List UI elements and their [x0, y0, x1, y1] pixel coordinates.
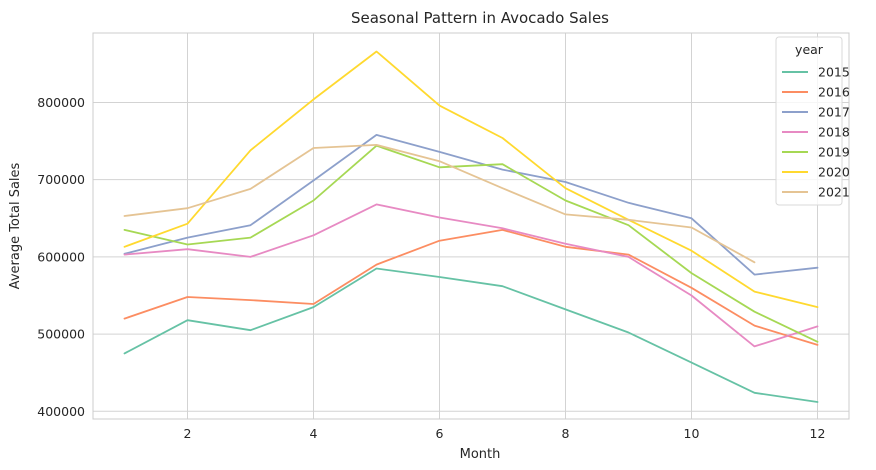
- x-tick-label: 6: [436, 426, 444, 441]
- x-tick-label: 10: [684, 426, 700, 441]
- legend-label-2016: 2016: [818, 85, 850, 100]
- x-tick-labels: 2 4 6 8 10 12: [184, 426, 826, 441]
- series-layer: [123, 50, 819, 403]
- y-tick-label: 700000: [37, 172, 85, 187]
- legend-label-2018: 2018: [818, 125, 850, 140]
- plot-border: [92, 32, 850, 420]
- plot-area: [93, 33, 849, 419]
- legend-label-2015: 2015: [818, 65, 850, 80]
- y-tick-label: 800000: [37, 95, 85, 110]
- legend: year 2015 2016 2017 2018 2019 2020 2021: [775, 36, 850, 206]
- legend-title: year: [795, 42, 824, 57]
- y-tick-label: 500000: [37, 327, 85, 342]
- legend-label-2020: 2020: [818, 165, 850, 180]
- y-tick-labels: 400000 500000 600000 700000 800000: [37, 95, 85, 419]
- legend-label-2017: 2017: [818, 105, 850, 120]
- series-line-2017: [123, 133, 819, 276]
- legend-label-2019: 2019: [818, 145, 850, 160]
- series-line-2021: [123, 143, 756, 264]
- series-line-2016: [123, 228, 819, 346]
- y-tick-label: 400000: [37, 404, 85, 419]
- legend-items: 2015 2016 2017 2018 2019 2020 2021: [782, 65, 850, 200]
- series-line-2015: [123, 267, 819, 403]
- legend-label-2021: 2021: [818, 185, 850, 200]
- x-axis-label: Month: [460, 447, 501, 462]
- series-line-2018: [123, 203, 819, 348]
- legend-box: [775, 36, 843, 206]
- y-tick-label: 600000: [37, 249, 85, 264]
- x-tick-label: 2: [184, 426, 192, 441]
- series-line-2020: [123, 50, 819, 309]
- series-line-2019: [123, 144, 819, 343]
- y-axis-label: Average Total Sales: [8, 162, 23, 289]
- x-tick-label: 4: [310, 426, 318, 441]
- chart-title: Seasonal Pattern in Avocado Sales: [351, 9, 609, 27]
- x-tick-label: 12: [810, 426, 826, 441]
- x-tick-label: 8: [562, 426, 570, 441]
